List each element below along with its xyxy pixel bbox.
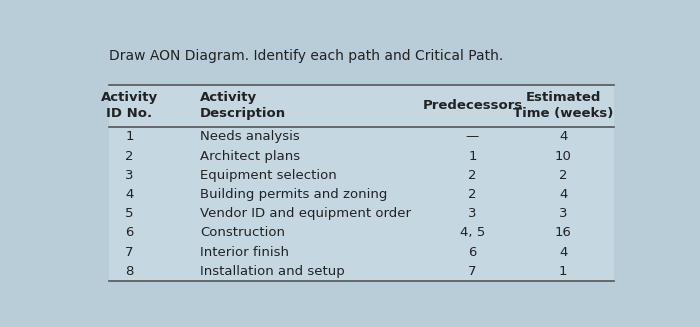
Text: Draw AON Diagram. Identify each path and Critical Path.: Draw AON Diagram. Identify each path and… [109,49,503,63]
Text: Needs analysis: Needs analysis [200,130,300,144]
Text: Estimated
Time (weeks): Estimated Time (weeks) [513,92,613,120]
Text: 4: 4 [559,188,568,201]
Text: 1: 1 [125,130,134,144]
Text: 7: 7 [125,246,134,259]
Text: Interior finish: Interior finish [200,246,289,259]
Text: 4, 5: 4, 5 [460,227,485,239]
Text: 1: 1 [559,265,568,278]
Text: 2: 2 [125,150,134,163]
Text: Construction: Construction [200,227,285,239]
Text: 3: 3 [559,207,568,220]
Text: 5: 5 [125,207,134,220]
Text: 3: 3 [125,169,134,182]
Text: Activity
Description: Activity Description [200,92,286,120]
Text: Architect plans: Architect plans [200,150,300,163]
Text: 2: 2 [559,169,568,182]
Text: Activity
ID No.: Activity ID No. [101,92,158,120]
Text: 8: 8 [125,265,134,278]
Text: 1: 1 [468,150,477,163]
Text: 10: 10 [555,150,572,163]
Text: 16: 16 [555,227,572,239]
Text: 4: 4 [125,188,134,201]
Text: Installation and setup: Installation and setup [200,265,345,278]
Text: 6: 6 [468,246,477,259]
Text: Predecessors: Predecessors [422,99,523,112]
Text: 2: 2 [468,169,477,182]
Text: 3: 3 [468,207,477,220]
Text: 4: 4 [559,130,568,144]
Text: 7: 7 [468,265,477,278]
FancyBboxPatch shape [109,85,614,281]
Text: 4: 4 [559,246,568,259]
Text: Equipment selection: Equipment selection [200,169,337,182]
Text: —: — [466,130,479,144]
Text: Building permits and zoning: Building permits and zoning [200,188,387,201]
Text: Vendor ID and equipment order: Vendor ID and equipment order [200,207,411,220]
Text: 2: 2 [468,188,477,201]
Text: 6: 6 [125,227,134,239]
